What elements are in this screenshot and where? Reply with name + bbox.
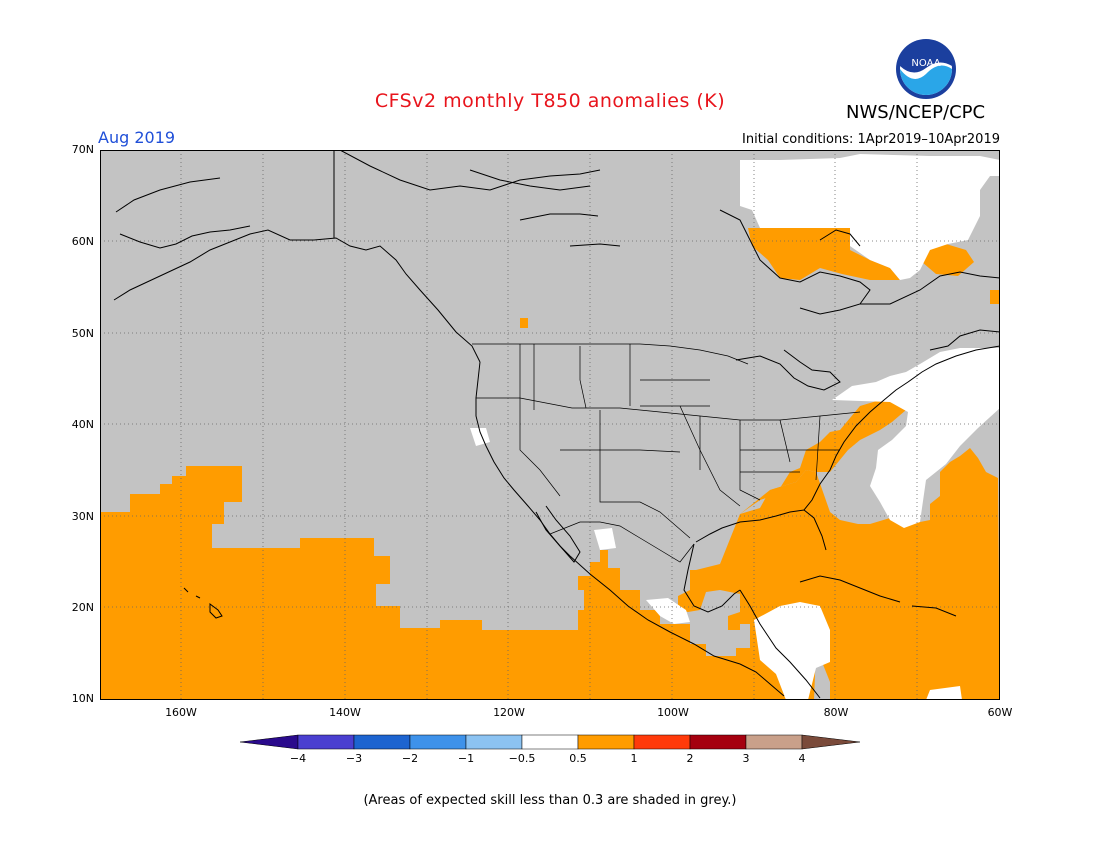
neutral-patch-small [926, 686, 962, 700]
east-coast-neutral-region [832, 348, 1000, 528]
warm-patch-small [520, 318, 528, 328]
colorbar-label: 4 [798, 752, 806, 765]
colorbar-arrow-low [240, 734, 299, 750]
lat-label: 70N [71, 143, 94, 156]
colorbar-label: −1 [457, 752, 475, 765]
colorbar-swatch [577, 734, 635, 750]
colorbar [240, 734, 861, 750]
lon-label: 60W [987, 706, 1013, 719]
skill-footnote: (Areas of expected skill less than 0.3 a… [363, 793, 737, 808]
political-borders [472, 343, 861, 563]
colorbar-swatch [353, 734, 411, 750]
lon-label: 120W [493, 706, 525, 719]
colorbar-swatch [297, 734, 355, 750]
warm-patch-small [990, 290, 1000, 304]
colorbar-label: −3 [345, 752, 363, 765]
colorbar-swatch [689, 734, 747, 750]
colorbar-swatch [521, 734, 579, 750]
lon-label: 160W [165, 706, 197, 719]
lat-label: 30N [71, 510, 94, 523]
colorbar-label: −0.5 [508, 752, 536, 765]
colorbar-label: 1 [630, 752, 638, 765]
colorbar-swatch [633, 734, 691, 750]
atlantic-warm-region [678, 448, 1000, 700]
colorbar-label: 0.5 [569, 752, 587, 765]
canada-warm-region [748, 228, 900, 280]
colorbar-swatch [465, 734, 523, 750]
initial-conditions: Initial conditions: 1Apr2019–10Apr2019 [742, 132, 1000, 147]
neutral-patch-small [470, 428, 490, 446]
caribbean-neutral-region [754, 602, 830, 700]
colorbar-arrow-high [801, 734, 861, 750]
arctic-neutral-region [740, 154, 1000, 280]
lat-label: 10N [71, 692, 94, 705]
logo-text: NOAA [911, 58, 940, 69]
agency-label: NWS/NCEP/CPC [846, 102, 986, 123]
valid-month: Aug 2019 [98, 128, 176, 147]
labrador-warm-patch [922, 244, 974, 276]
coastlines [113, 150, 1000, 699]
lat-label: 40N [71, 418, 94, 431]
lat-label: 20N [71, 601, 94, 614]
pacific-warm-region [100, 466, 816, 700]
anomaly-map [100, 150, 1000, 700]
colorbar-label: 2 [686, 752, 694, 765]
colorbar-swatch [745, 734, 803, 750]
colorbar-label: −2 [401, 752, 419, 765]
chart-title: CFSv2 monthly T850 anomalies (K) [374, 90, 726, 112]
colorbar-swatch [409, 734, 467, 750]
lat-label: 50N [71, 327, 94, 340]
lon-label: 80W [823, 706, 849, 719]
lon-label: 140W [329, 706, 361, 719]
colorbar-label: −4 [289, 752, 307, 765]
neutral-patch-small [594, 528, 616, 550]
lon-label: 100W [657, 706, 689, 719]
neutral-patch-small [646, 598, 690, 624]
colorbar-label: 3 [742, 752, 750, 765]
lat-label: 60N [71, 235, 94, 248]
noaa-logo: NOAA [896, 39, 956, 99]
